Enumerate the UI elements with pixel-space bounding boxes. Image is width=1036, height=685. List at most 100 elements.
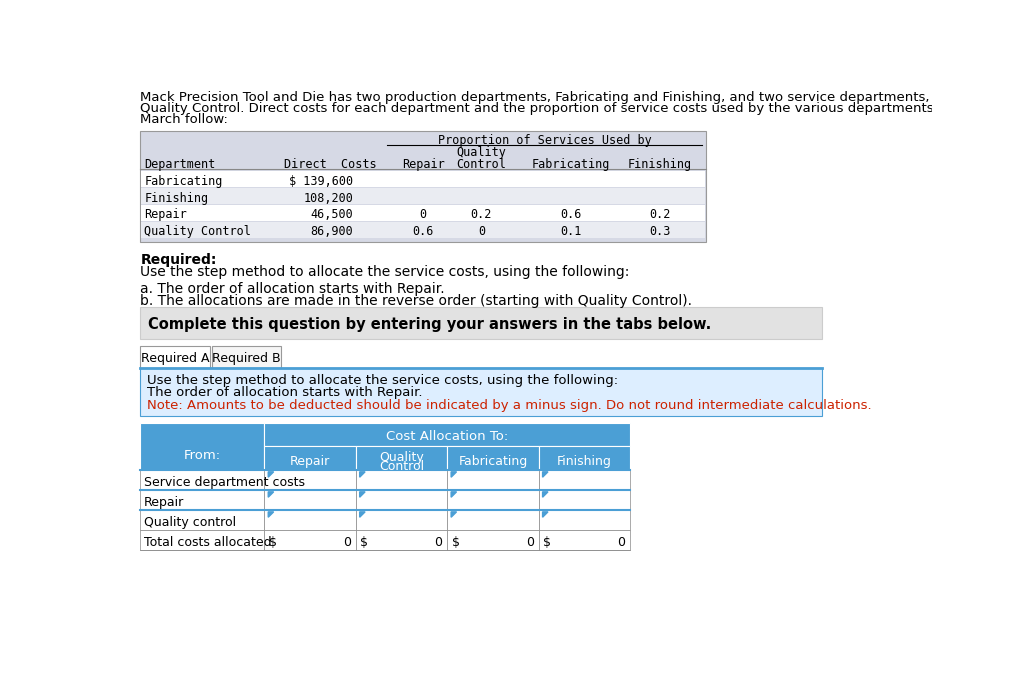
Bar [539,530,630,549]
Bar [539,447,630,469]
Text: 0: 0 [420,208,427,221]
Text: Quality: Quality [457,146,507,159]
Text: 0.2: 0.2 [470,208,492,221]
Text: 0.3: 0.3 [649,225,670,238]
Polygon shape [451,472,457,477]
Text: Quality: Quality [379,451,424,464]
Bar [264,469,355,490]
Bar [355,530,448,549]
Bar [355,447,448,469]
Text: $: $ [269,536,277,549]
Bar [140,131,707,242]
Text: a. The order of allocation starts with Repair.: a. The order of allocation starts with R… [140,282,445,297]
Bar [448,447,539,469]
Text: 0: 0 [526,536,534,549]
Polygon shape [268,472,274,477]
Text: The order of allocation starts with Repair.: The order of allocation starts with Repa… [146,386,422,399]
Bar [264,490,355,510]
Bar [448,530,539,549]
Text: $ 139,600: $ 139,600 [289,175,353,188]
Text: 0: 0 [617,536,626,549]
Polygon shape [451,492,457,497]
Text: $: $ [543,536,551,549]
Text: 46,500: 46,500 [311,208,353,221]
Text: Repair: Repair [144,496,184,509]
Text: Direct  Costs: Direct Costs [284,158,376,171]
Text: Fabricating: Fabricating [458,455,527,468]
Text: 0: 0 [343,536,351,549]
Bar [264,447,355,469]
Text: Fabricating: Fabricating [144,175,223,188]
Text: March follow:: March follow: [140,113,228,126]
Bar [539,490,630,510]
Bar [539,469,630,490]
Polygon shape [268,512,274,517]
Polygon shape [359,512,365,517]
Polygon shape [543,512,548,517]
Bar [448,510,539,530]
Text: 108,200: 108,200 [304,192,353,205]
Polygon shape [451,512,457,517]
Polygon shape [543,492,548,497]
Bar [141,221,706,238]
Bar [264,510,355,530]
Bar [264,423,630,447]
Text: Mack Precision Tool and Die has two production departments, Fabricating and Fini: Mack Precision Tool and Die has two prod… [140,91,1006,104]
Bar [140,368,823,416]
Polygon shape [359,472,365,477]
Polygon shape [543,472,548,477]
Bar [140,347,210,368]
Bar [539,510,630,530]
Bar [141,171,706,187]
Text: Required B: Required B [212,353,281,366]
Text: Service department costs: Service department costs [144,475,306,488]
Text: Required:: Required: [140,253,217,267]
Text: Quality Control. Direct costs for each department and the proportion of service : Quality Control. Direct costs for each d… [140,102,1036,115]
Bar [355,490,448,510]
Text: Finishing: Finishing [628,158,692,171]
Text: Control: Control [379,460,424,473]
Text: $: $ [452,536,460,549]
Text: Proportion of Services Used by: Proportion of Services Used by [437,134,652,147]
Text: Use the step method to allocate the service costs, using the following:: Use the step method to allocate the serv… [140,264,630,279]
Text: $: $ [361,536,369,549]
Bar [141,188,706,204]
Text: 0.6: 0.6 [412,225,434,238]
Bar [140,469,264,490]
Bar [140,423,264,469]
Text: 0.1: 0.1 [559,225,581,238]
Text: Total costs allocated: Total costs allocated [144,536,271,549]
Bar [211,347,282,368]
Text: 0.2: 0.2 [649,208,670,221]
Text: Note: Amounts to be deducted should be indicated by a minus sign. Do not round i: Note: Amounts to be deducted should be i… [146,399,871,412]
Text: Finishing: Finishing [557,455,612,468]
Bar [448,490,539,510]
Text: Use the step method to allocate the service costs, using the following:: Use the step method to allocate the serv… [146,374,617,387]
Text: Required A: Required A [141,353,209,366]
Text: Control: Control [457,158,507,171]
Bar [140,510,264,530]
Polygon shape [359,492,365,497]
Bar [264,530,355,549]
Text: From:: From: [183,449,221,462]
Text: Fabricating: Fabricating [531,158,609,171]
Bar [355,469,448,490]
Bar [140,307,823,339]
Bar [448,469,539,490]
Text: 0.6: 0.6 [559,208,581,221]
Text: Quality Control: Quality Control [144,225,251,238]
Text: Department: Department [144,158,215,171]
Text: b. The allocations are made in the reverse order (starting with Quality Control): b. The allocations are made in the rever… [140,294,692,308]
Polygon shape [268,492,274,497]
Text: Cost Allocation To:: Cost Allocation To: [386,430,509,443]
Text: 0: 0 [478,225,485,238]
Text: Quality control: Quality control [144,516,236,529]
Text: Finishing: Finishing [144,192,208,205]
Text: Repair: Repair [144,208,186,221]
Text: Complete this question by entering your answers in the tabs below.: Complete this question by entering your … [148,317,712,332]
Text: Repair: Repair [402,158,444,171]
Bar [140,490,264,510]
Bar [141,205,706,221]
Text: 86,900: 86,900 [311,225,353,238]
Bar [355,510,448,530]
